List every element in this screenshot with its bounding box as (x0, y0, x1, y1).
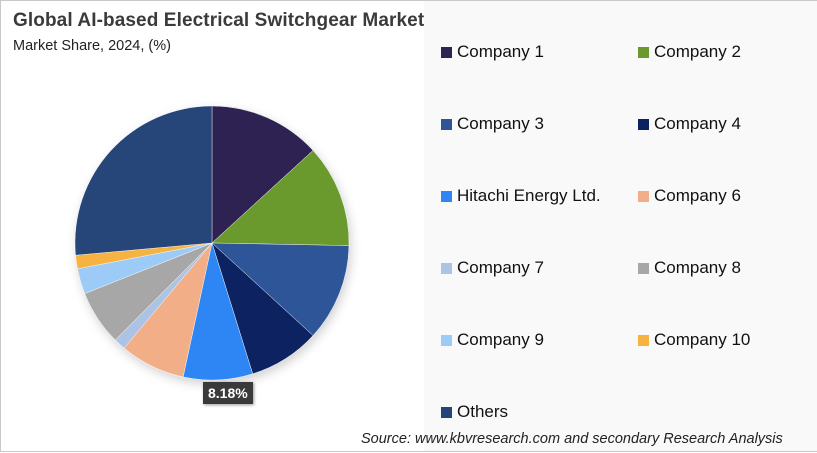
legend-label: Company 2 (654, 42, 741, 61)
chart-title: Global AI-based Electrical Switchgear Ma… (13, 10, 425, 31)
legend-item-company-4: Company 4 (638, 114, 741, 134)
legend-item-company-9: Company 9 (441, 330, 544, 350)
chart-subtitle: Market Share, 2024, (%) (13, 38, 171, 54)
legend-label: Company 10 (654, 330, 751, 349)
legend-item-company-7: Company 7 (441, 258, 544, 278)
legend-swatch-icon (638, 118, 649, 130)
legend-swatch-icon (441, 406, 452, 418)
legend-label: Company 1 (457, 42, 544, 61)
legend-swatch-icon (638, 46, 649, 58)
pie-slice-company-1 (211, 105, 314, 244)
legend-label: Company 7 (457, 258, 544, 277)
legend-label: Company 6 (654, 186, 741, 205)
source-note: Source: www.kbvresearch.com and secondar… (361, 431, 783, 447)
legend-label: Others (457, 402, 509, 421)
legend-item-company-8: Company 8 (638, 258, 741, 278)
legend-item-others: Others (441, 402, 508, 422)
legend-label: Company 9 (457, 330, 544, 349)
legend-swatch-icon (441, 118, 452, 130)
legend-swatch-icon (441, 190, 452, 202)
legend-item-company-2: Company 2 (638, 42, 741, 62)
pie-chart (74, 105, 350, 381)
legend-item-company-6: Company 6 (638, 186, 741, 206)
legend-label: Company 8 (654, 258, 741, 277)
legend-item-company-3: Company 3 (441, 114, 544, 134)
legend-swatch-icon (441, 262, 452, 274)
legend: Company 1 Company 2 Company 3 Company 4 Hita… (424, 1, 817, 451)
legend-swatch-icon (638, 262, 649, 274)
legend-label: Company 3 (457, 114, 544, 133)
legend-swatch-icon (638, 334, 649, 346)
legend-swatch-icon (638, 190, 649, 202)
legend-swatch-icon (441, 46, 452, 58)
pie-slice-company-3 (211, 242, 350, 336)
pie-slice-others (74, 105, 213, 256)
pie-slices (74, 105, 350, 381)
legend-label: Company 4 (654, 114, 741, 133)
data-label-hitachi: 8.18% (203, 382, 253, 404)
legend-item-hitachi-energy-ltd: Hitachi Energy Ltd. (441, 186, 601, 206)
legend-item-company-10: Company 10 (638, 330, 750, 350)
legend-label: Hitachi Energy Ltd. (457, 186, 601, 205)
legend-swatch-icon (441, 334, 452, 346)
pie-slice-company-2 (211, 150, 350, 246)
legend-item-company-1: Company 1 (441, 42, 544, 62)
